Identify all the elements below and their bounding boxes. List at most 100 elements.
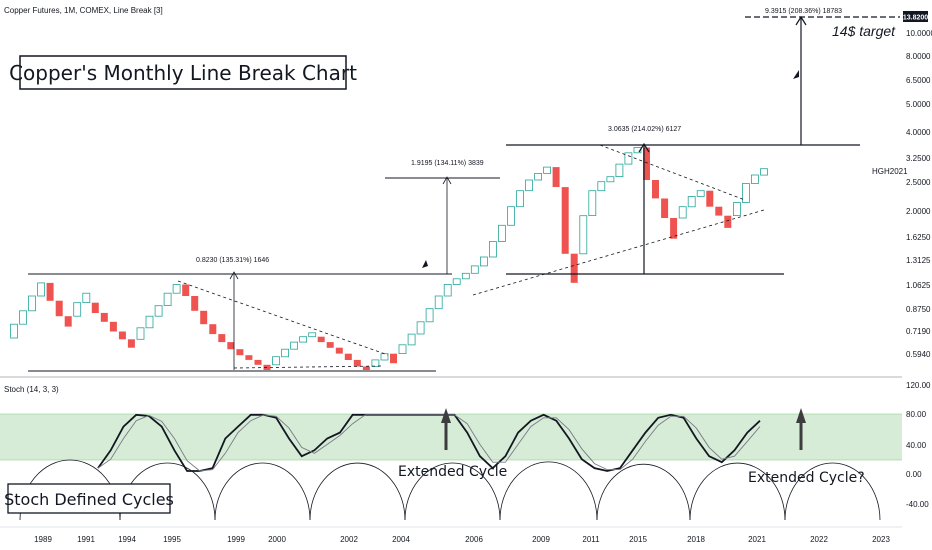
brick-down	[362, 366, 370, 370]
price-tick-label: 4.0000	[906, 128, 931, 137]
stoch-tick-label: 120.00	[906, 381, 931, 390]
brick-up	[696, 190, 705, 197]
symbol-header: Copper Futures, 1M, COMEX, Line Break [3…	[4, 6, 163, 15]
stoch-tick-label: 40.00	[906, 441, 927, 450]
measured-move-3	[638, 142, 650, 274]
brick-up	[624, 152, 633, 165]
brick-up	[371, 359, 380, 367]
measured-move-2	[442, 176, 452, 274]
brick-down	[643, 147, 650, 180]
price-tick-label: 0.5940	[906, 350, 931, 359]
brick-down	[353, 359, 361, 367]
brick-up	[525, 179, 533, 192]
indicator-label: Stoch (14, 3, 3)	[4, 385, 59, 394]
brick-up	[597, 181, 606, 192]
price-tick-label: 5.0000	[906, 100, 931, 109]
brick-up	[398, 344, 407, 354]
price-tick-label: 1.6250	[906, 233, 931, 242]
brick-up	[10, 323, 18, 339]
brick-down	[344, 353, 352, 360]
time-tick-label: 2022	[810, 535, 828, 544]
chart-title: Copper's Monthly Line Break Chart	[9, 61, 357, 85]
time-tick-label: 1999	[227, 535, 245, 544]
cycle-arc	[214, 462, 311, 521]
brick-up	[452, 278, 461, 285]
time-tick-label: 2000	[268, 535, 286, 544]
stoch-band	[0, 414, 902, 460]
brick-up	[145, 315, 154, 329]
brick-up	[760, 168, 768, 176]
price-tick-label: 1.3125	[906, 256, 931, 265]
brick-up	[290, 341, 299, 350]
ticker-label: HGH2021	[872, 167, 908, 176]
move-label-1: 0.8230 (135.31%) 1646	[196, 257, 269, 264]
price-tick-label: 8.0000	[906, 52, 931, 61]
brick-up	[380, 353, 389, 361]
brick-up	[588, 190, 597, 216]
brick-up	[461, 272, 470, 280]
cycles-box	[7, 483, 171, 514]
brick-up	[82, 292, 91, 304]
brick-down	[652, 180, 659, 199]
measured-move-target	[795, 15, 807, 145]
brick-down	[55, 300, 63, 317]
brick-up	[687, 196, 696, 208]
brick-down	[317, 336, 325, 343]
price-tick-label: 10.0000	[906, 29, 932, 38]
cursor-icon	[422, 260, 428, 268]
price-tick-label: 2.5000	[906, 178, 931, 187]
cycle-arc	[499, 461, 598, 521]
brick-up	[28, 295, 36, 312]
measured-move-1	[229, 271, 239, 370]
brick-down	[100, 312, 108, 322]
move-label-3: 3.0635 (214.02%) 6127	[608, 126, 681, 133]
brick-down	[661, 198, 669, 218]
brick-down	[670, 218, 678, 239]
time-tick-label: 2006	[465, 535, 483, 544]
brick-up	[615, 163, 624, 178]
current-price-tag: 13.8200	[903, 11, 928, 22]
stoch-tick-label: 80.00	[906, 410, 927, 419]
brick-down	[127, 339, 135, 348]
brick-down	[245, 355, 253, 360]
brick-down	[109, 321, 117, 332]
brick-down	[715, 206, 723, 216]
brick-down	[227, 342, 235, 350]
cycle-arc	[309, 462, 406, 521]
brick-up	[733, 202, 741, 217]
cycle-arc	[404, 462, 501, 521]
brick-up	[281, 348, 290, 358]
brick-down	[64, 316, 72, 327]
brick-up	[172, 284, 181, 294]
brick-up	[742, 183, 750, 203]
time-tick-label: 2015	[629, 535, 647, 544]
brick-up	[73, 302, 82, 317]
time-tick-label: 1991	[77, 535, 95, 544]
brick-down	[706, 190, 714, 207]
brick-down	[236, 349, 244, 356]
brick-up	[425, 308, 434, 323]
trendline-down-2011	[599, 144, 746, 201]
price-tick-label: 0.7190	[906, 327, 931, 336]
brick-down	[561, 187, 569, 254]
price-tick-label: 2.0000	[906, 207, 931, 216]
price-tick-label: 6.5000	[906, 76, 931, 85]
time-tick-label: 1994	[118, 535, 136, 544]
move-label-2: 1.9195 (134.11%) 3839	[411, 160, 484, 167]
brick-up	[516, 190, 524, 208]
brick-up	[163, 292, 172, 307]
time-tick-label: 2021	[748, 535, 766, 544]
time-axis: 1989 1991 1994 1995 1999 2000 2002 2004 2006 2009…	[34, 535, 890, 544]
svg-text:13.8200: 13.8200	[903, 15, 928, 22]
cycle-arc	[784, 462, 881, 521]
brick-up	[678, 206, 687, 219]
cursor-icon-2	[793, 70, 799, 79]
brick-up	[407, 333, 416, 346]
brick-down	[218, 334, 226, 343]
brick-up	[434, 295, 443, 310]
trendline-base-2002	[233, 365, 384, 369]
brick-up	[136, 327, 145, 340]
time-tick-label: 2018	[687, 535, 705, 544]
brick-down	[191, 296, 199, 311]
